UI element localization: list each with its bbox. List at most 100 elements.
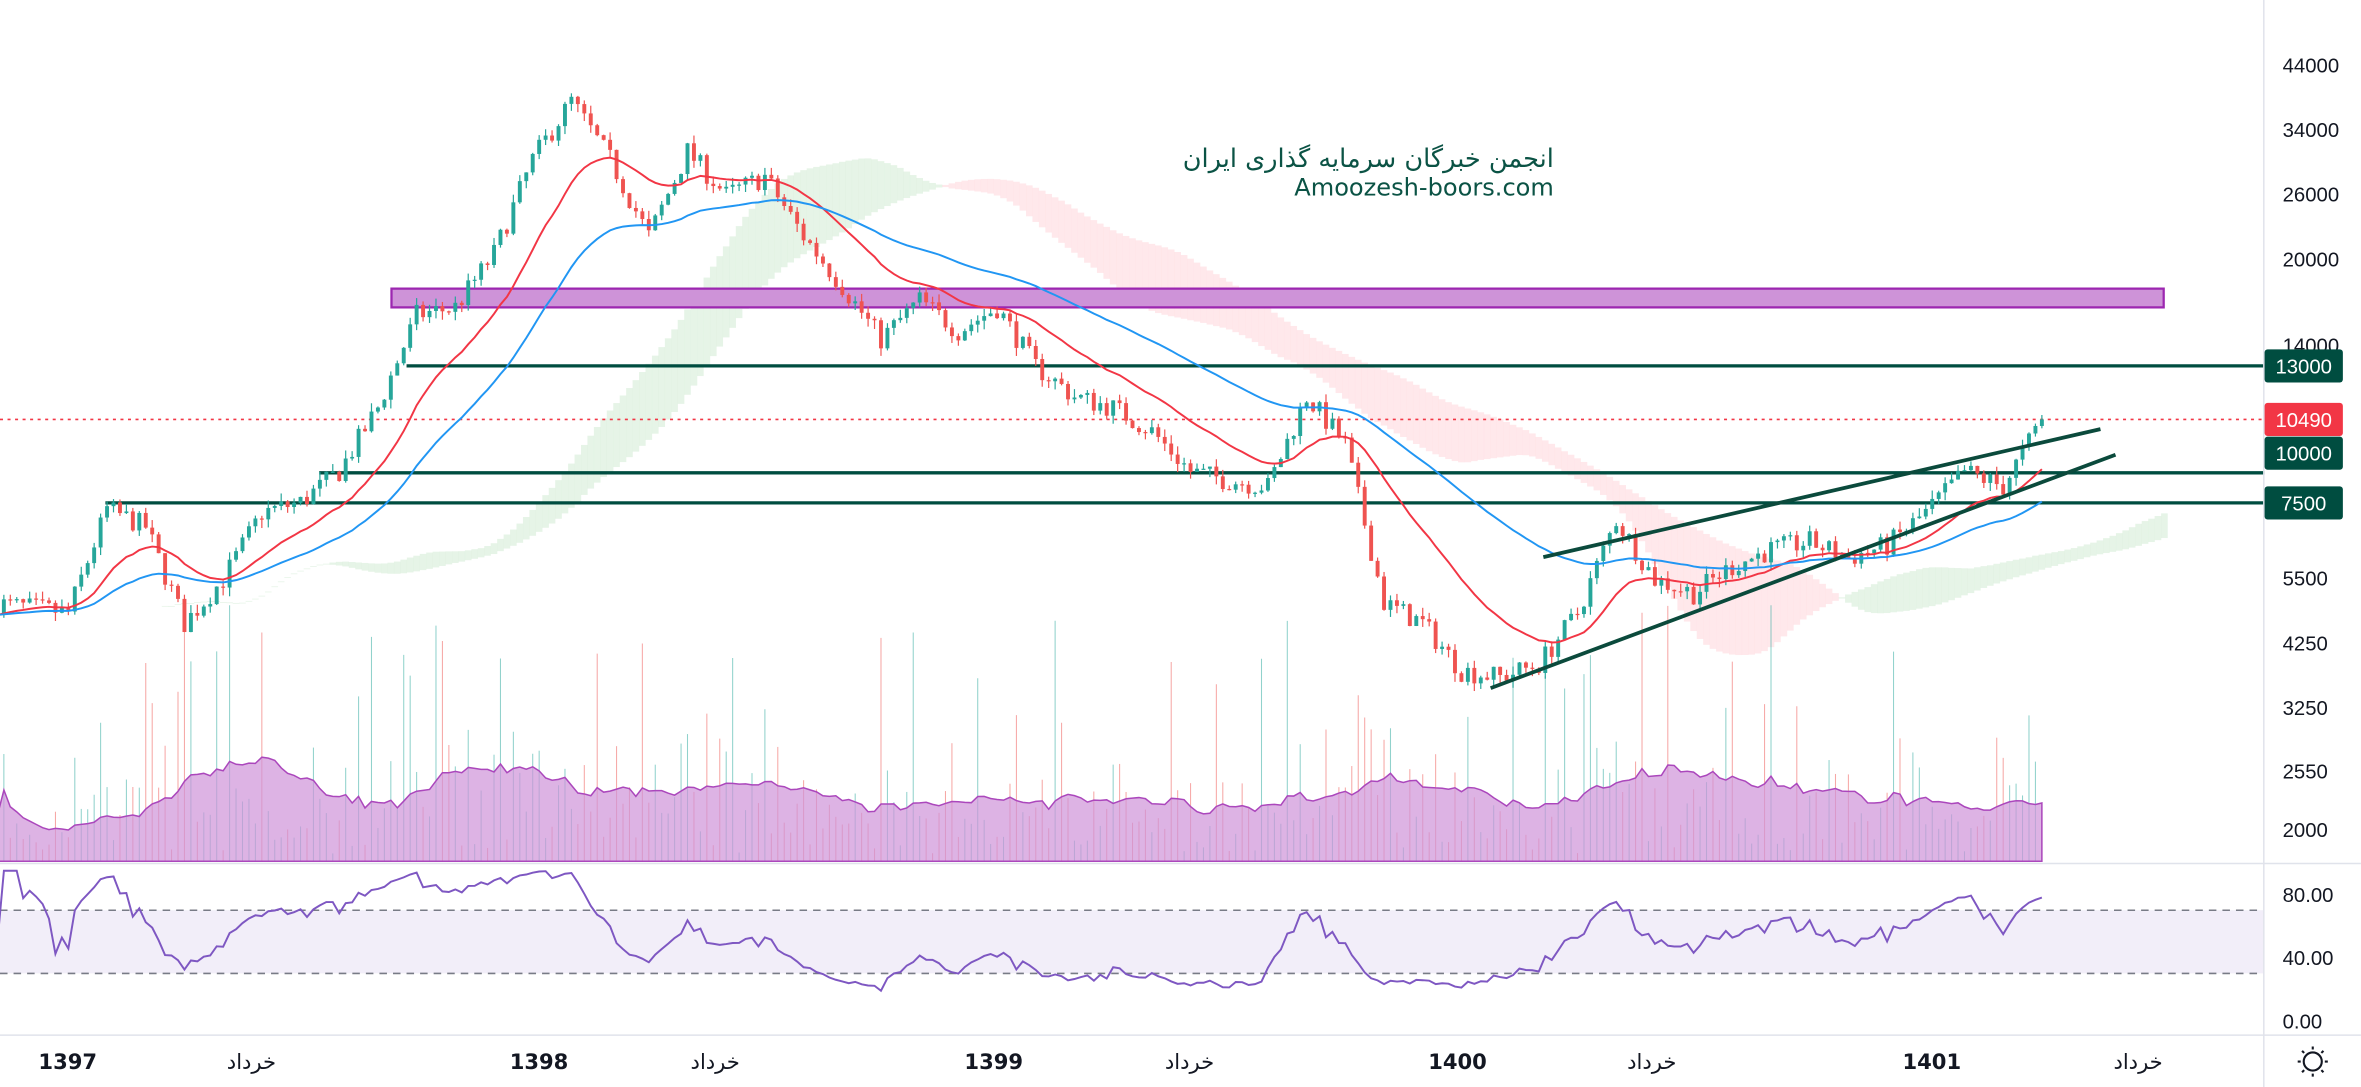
candle-body [1801,545,1806,551]
candle-body [1711,574,1715,578]
cloud-segment [961,180,969,190]
cloud-segment [858,158,865,220]
candle-body [2001,484,2006,495]
cloud-segment [413,555,420,572]
candle-body [653,215,658,231]
cloud-segment [568,463,575,508]
candle-body [195,612,200,616]
candle-body [401,347,406,364]
cloud-segment [1503,422,1510,457]
candle-body [762,174,767,191]
candle-body [1685,586,1690,592]
resistance-zone[interactable] [390,287,2165,309]
lower-trendline[interactable] [1489,452,2117,690]
cloud-segment [690,299,698,386]
cloud-segment [1658,509,1665,576]
candle-body [492,244,496,265]
candle-body [872,318,877,321]
candle-body [14,599,19,601]
candle-body [1033,346,1038,360]
time-axis[interactable]: 1397 خرداد 1398 خرداد 1399 خرداد 1400 خرداد 1401… [38,1049,2162,1074]
cloud-segment [980,178,988,193]
candle-body [1981,473,1986,483]
cloud-segment [174,604,182,605]
cloud-segment [1245,293,1252,339]
cloud-segment [1761,557,1768,652]
cloud-segment [1935,567,1943,605]
cloud-segment [452,551,459,563]
cloud-segment [1071,208,1078,253]
cloud-segment [1638,497,1646,542]
candle-body [27,598,32,603]
cloud-segment [1903,572,1910,611]
candle-body [440,306,445,312]
price-axis[interactable]: 4400034000260002000014000550042503250255… [2283,55,2339,842]
cloud-segment [1754,555,1762,654]
cloud-segment [903,171,911,199]
candle-body [1027,336,1032,347]
candle-body [1394,600,1399,606]
cloud-segment [2128,527,2136,548]
time-label-year: 1397 [38,1049,97,1074]
cloud-segment [1335,350,1343,394]
purple-resistance-zone[interactable] [390,287,2165,309]
candle-body [1414,616,1419,626]
candle-body [1130,420,1135,429]
candle-body [285,501,290,507]
rsi-axis[interactable]: 80.00 40.00 0.00 [2283,885,2334,1033]
candle-body [1788,535,1793,537]
candle-body [698,155,703,161]
candle-body [408,324,413,348]
cloud-segment [1400,378,1407,437]
cloud-segment [200,601,208,603]
horizontal-levels[interactable] [0,364,2265,505]
cloud-segment [729,236,736,328]
candle-body [995,313,1000,319]
cloud-segment [1690,527,1697,632]
cloud-segment [1857,589,1865,610]
cloud-segment [316,564,324,566]
cloud-segment [1258,302,1265,347]
cloud-segment [1587,465,1594,487]
cloud-segment [735,226,743,319]
candle-body [8,599,13,601]
candle-body [363,428,367,432]
candle-body [1388,600,1393,610]
upper-trendline[interactable] [1542,427,2101,559]
cloud-segment [1928,567,1936,607]
cloud-segment [1458,406,1465,463]
candle-body [569,96,574,104]
cloud-segment [1432,395,1439,455]
candle-body [150,527,155,535]
candle-body [866,312,871,319]
cloud-segment [658,347,666,427]
cloud-segment [548,487,556,524]
candle-body [1014,321,1019,348]
cloud-segment [1425,392,1433,452]
candle-body [1620,526,1625,536]
cloud-segment [258,595,266,597]
candle-body [1143,432,1148,434]
candle-body [1085,392,1090,395]
trendlines[interactable] [1489,427,2117,690]
candle-body [1008,313,1012,322]
last-price-text: 10490 [2275,410,2331,432]
cloud-segment [194,602,201,603]
cloud-segment [2064,549,2071,563]
rsi-tick: 0.00 [2283,1011,2323,1033]
candle-body [479,263,484,280]
candle-body [937,302,941,311]
candle-body [382,399,387,408]
sun-gear-icon[interactable] [2297,1046,2328,1077]
candle-body [1356,462,1361,487]
candle-body [917,292,922,303]
candle-body [466,280,471,306]
candle-body [775,178,780,198]
candle-body [1440,646,1445,649]
cloud-segment [1122,235,1130,296]
candle-body [679,174,684,183]
cloud-segment [1567,454,1575,476]
cloud-segment [1490,416,1497,459]
